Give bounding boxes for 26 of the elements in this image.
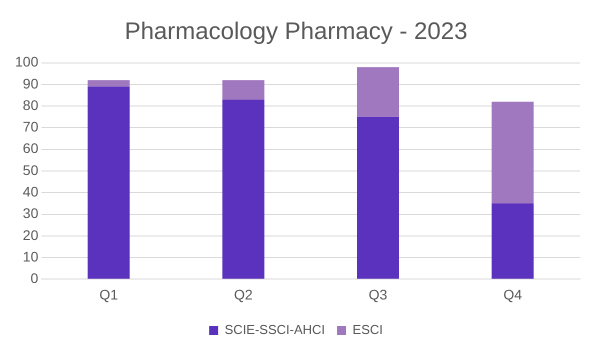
x-tick-label: Q3 xyxy=(368,286,388,302)
y-tick-label: 0 xyxy=(30,270,39,286)
x-tick-label: Q1 xyxy=(99,286,118,302)
bar xyxy=(357,67,400,117)
bar xyxy=(492,203,534,279)
y-tick-label: 100 xyxy=(15,54,39,70)
y-tick-label: 20 xyxy=(22,226,39,243)
bar xyxy=(492,102,534,204)
bar xyxy=(88,80,130,87)
y-tick-label: 90 xyxy=(22,75,39,92)
y-tick-label: 70 xyxy=(22,118,39,135)
y-tick-label: 30 xyxy=(22,205,39,222)
y-tick-label: 40 xyxy=(22,184,39,200)
y-tick-label: 60 xyxy=(22,140,39,156)
x-tick-label: Q2 xyxy=(234,286,253,302)
legend-label: SCIE-SSCI-AHCI xyxy=(224,322,326,338)
bar xyxy=(357,116,400,279)
y-tick-label: 80 xyxy=(22,96,39,113)
bar xyxy=(222,100,264,279)
bar xyxy=(222,80,264,100)
y-tick-label: 50 xyxy=(22,162,39,178)
y-tick-label: 10 xyxy=(22,248,39,264)
legend-label: ESCI xyxy=(352,322,383,338)
bar xyxy=(88,86,130,279)
chart-title: Pharmacology Pharmacy - 2023 xyxy=(124,18,468,46)
x-tick-label: Q4 xyxy=(503,286,522,302)
